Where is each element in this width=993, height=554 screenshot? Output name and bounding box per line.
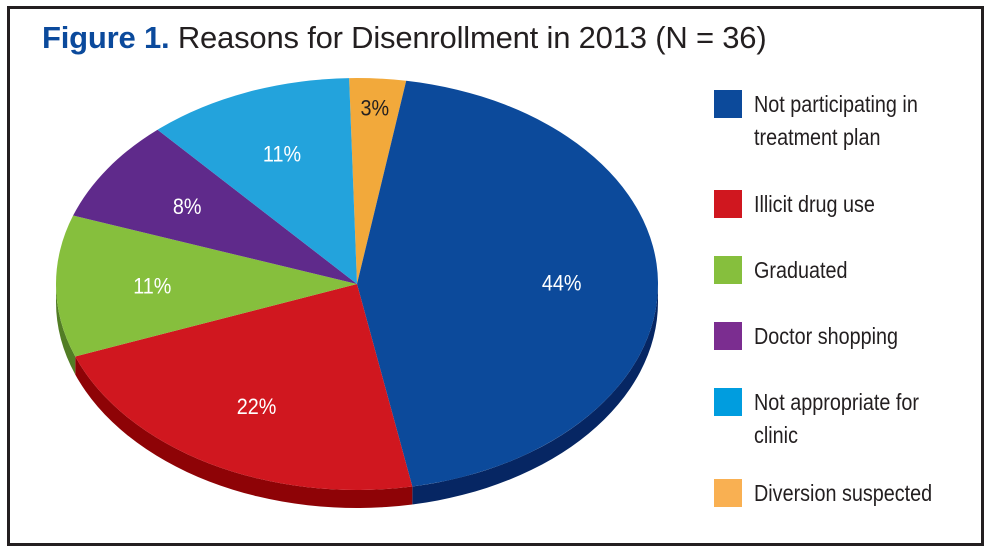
legend-swatch [714,388,742,416]
legend-label: Not participating in treatment plan [754,91,918,150]
legend-item-graduated: Graduated [714,254,863,287]
legend-item-illicit-drug-use: Illicit drug use [714,188,895,221]
legend-swatch [714,256,742,284]
legend-swatch [714,479,742,507]
pie-side-graduated [56,284,76,375]
legend-label: Illicit drug use [754,191,875,217]
pie-side-not-participating-in-treatment-plan [412,284,658,505]
figure-number: Figure 1. [42,20,170,55]
pie-label-illicit-drug-use: 22% [237,395,277,419]
pie-label-diversion-suspected: 3% [361,96,390,120]
pie-slice-not-appropriate-for-clinic [157,78,357,285]
pie-slice-diversion-suspected [349,78,407,285]
pie-slice-graduated [55,215,357,357]
legend-label: Not appropriate for clinic [754,389,919,448]
pie-label-doctor-shopping: 8% [173,195,202,219]
legend-label: Diversion suspected [754,480,933,506]
legend-item-diversion-suspected: Diversion suspected [714,477,961,510]
legend-item-not-participating: Not participating in treatment plan [714,88,945,154]
pie-slices [55,78,659,490]
pie-slice-illicit-drug-use [75,284,413,490]
pie-slice-doctor-shopping [73,129,358,284]
legend-item-doctor-shopping: Doctor shopping [714,320,922,353]
pie-side-illicit-drug-use [75,356,413,508]
chart-title-text: Reasons for Disenrollment in 2013 (N = 3… [177,20,767,55]
legend-label: Graduated [754,257,848,283]
pie-label-not-appropriate-for-clinic: 11% [263,143,301,167]
pie-sides [56,284,658,508]
chart-title: Figure 1. Reasons for Disenrollment in 2… [42,20,767,56]
pie-label-not-participating-in-treatment-plan: 44% [542,272,582,296]
pie-label-graduated: 11% [133,275,171,299]
legend-label: Doctor shopping [754,323,899,349]
legend-swatch [714,90,742,118]
pie-labels: 3% 44% 22% 11% 8% 11% [133,96,581,419]
pie-slice-not-participating-in-treatment-plan [357,80,659,487]
legend-swatch [714,190,742,218]
legend-item-not-appropriate: Not appropriate for clinic [714,386,946,452]
legend-swatch [714,322,742,350]
